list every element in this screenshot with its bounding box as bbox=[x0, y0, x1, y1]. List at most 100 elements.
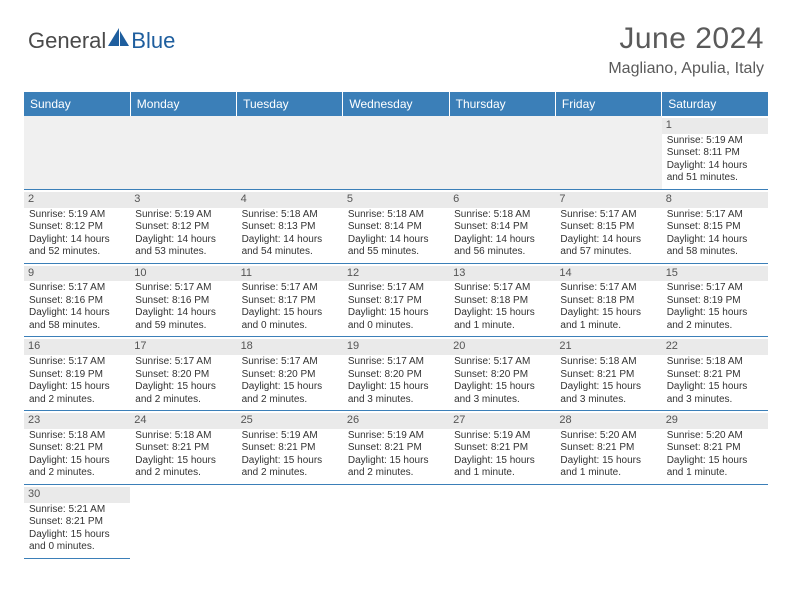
calendar-cell: 16Sunrise: 5:17 AMSunset: 8:19 PMDayligh… bbox=[24, 337, 130, 411]
day-number: 7 bbox=[555, 192, 661, 208]
day-number: 3 bbox=[130, 192, 236, 208]
daylight-line: Daylight: 15 hours and 3 minutes. bbox=[454, 381, 550, 406]
sunset-line: Sunset: 8:17 PM bbox=[242, 295, 338, 308]
sunset-line: Sunset: 8:20 PM bbox=[242, 369, 338, 382]
daylight-line: Daylight: 15 hours and 2 minutes. bbox=[242, 455, 338, 480]
day-number: 30 bbox=[24, 487, 130, 503]
daylight-line: Daylight: 15 hours and 3 minutes. bbox=[560, 381, 656, 406]
day-number: 15 bbox=[662, 266, 768, 282]
sunset-line: Sunset: 8:15 PM bbox=[667, 221, 763, 234]
sunrise-line: Sunrise: 5:17 AM bbox=[348, 356, 444, 369]
calendar-cell: 29Sunrise: 5:20 AMSunset: 8:21 PMDayligh… bbox=[662, 411, 768, 485]
sunrise-line: Sunrise: 5:21 AM bbox=[29, 504, 125, 517]
calendar-table: SundayMondayTuesdayWednesdayThursdayFrid… bbox=[24, 92, 768, 559]
calendar-body: 1Sunrise: 5:19 AMSunset: 8:11 PMDaylight… bbox=[24, 116, 768, 558]
sunrise-line: Sunrise: 5:17 AM bbox=[454, 356, 550, 369]
sunrise-line: Sunrise: 5:17 AM bbox=[348, 282, 444, 295]
calendar-cell: 11Sunrise: 5:17 AMSunset: 8:17 PMDayligh… bbox=[237, 263, 343, 337]
title-block: June 2024 Magliano, Apulia, Italy bbox=[608, 22, 764, 78]
calendar-cell: 24Sunrise: 5:18 AMSunset: 8:21 PMDayligh… bbox=[130, 411, 236, 485]
calendar-cell-blank bbox=[130, 484, 236, 558]
sunrise-line: Sunrise: 5:17 AM bbox=[135, 282, 231, 295]
sunset-line: Sunset: 8:21 PM bbox=[454, 442, 550, 455]
sunrise-line: Sunrise: 5:19 AM bbox=[135, 209, 231, 222]
calendar-cell: 17Sunrise: 5:17 AMSunset: 8:20 PMDayligh… bbox=[130, 337, 236, 411]
sunset-line: Sunset: 8:14 PM bbox=[454, 221, 550, 234]
weekday-header: Tuesday bbox=[237, 92, 343, 116]
daylight-line: Daylight: 14 hours and 52 minutes. bbox=[29, 234, 125, 259]
calendar-cell: 5Sunrise: 5:18 AMSunset: 8:14 PMDaylight… bbox=[343, 189, 449, 263]
weekday-header: Sunday bbox=[24, 92, 130, 116]
day-number: 21 bbox=[555, 339, 661, 355]
sunrise-line: Sunrise: 5:20 AM bbox=[560, 430, 656, 443]
calendar-cell: 10Sunrise: 5:17 AMSunset: 8:16 PMDayligh… bbox=[130, 263, 236, 337]
sunset-line: Sunset: 8:16 PM bbox=[135, 295, 231, 308]
day-number: 10 bbox=[130, 266, 236, 282]
sunrise-line: Sunrise: 5:17 AM bbox=[29, 282, 125, 295]
sunset-line: Sunset: 8:21 PM bbox=[560, 442, 656, 455]
sunset-line: Sunset: 8:17 PM bbox=[348, 295, 444, 308]
daylight-line: Daylight: 15 hours and 3 minutes. bbox=[348, 381, 444, 406]
sunrise-line: Sunrise: 5:17 AM bbox=[560, 282, 656, 295]
sunset-line: Sunset: 8:19 PM bbox=[29, 369, 125, 382]
daylight-line: Daylight: 14 hours and 51 minutes. bbox=[667, 160, 763, 185]
weekday-header: Wednesday bbox=[343, 92, 449, 116]
calendar-cell: 15Sunrise: 5:17 AMSunset: 8:19 PMDayligh… bbox=[662, 263, 768, 337]
day-number: 13 bbox=[449, 266, 555, 282]
sunrise-line: Sunrise: 5:19 AM bbox=[348, 430, 444, 443]
day-number: 20 bbox=[449, 339, 555, 355]
sunset-line: Sunset: 8:20 PM bbox=[135, 369, 231, 382]
sunrise-line: Sunrise: 5:17 AM bbox=[454, 282, 550, 295]
daylight-line: Daylight: 15 hours and 0 minutes. bbox=[348, 307, 444, 332]
sunrise-line: Sunrise: 5:18 AM bbox=[348, 209, 444, 222]
daylight-line: Daylight: 15 hours and 2 minutes. bbox=[29, 455, 125, 480]
sunset-line: Sunset: 8:16 PM bbox=[29, 295, 125, 308]
calendar-cell: 12Sunrise: 5:17 AMSunset: 8:17 PMDayligh… bbox=[343, 263, 449, 337]
daylight-line: Daylight: 15 hours and 2 minutes. bbox=[135, 455, 231, 480]
sunset-line: Sunset: 8:18 PM bbox=[454, 295, 550, 308]
calendar-cell-blank bbox=[555, 484, 661, 558]
calendar-row: 1Sunrise: 5:19 AMSunset: 8:11 PMDaylight… bbox=[24, 116, 768, 189]
day-number: 25 bbox=[237, 413, 343, 429]
calendar-cell-blank bbox=[237, 116, 343, 189]
sunset-line: Sunset: 8:13 PM bbox=[242, 221, 338, 234]
day-number: 8 bbox=[662, 192, 768, 208]
calendar-cell: 22Sunrise: 5:18 AMSunset: 8:21 PMDayligh… bbox=[662, 337, 768, 411]
sunrise-line: Sunrise: 5:17 AM bbox=[560, 209, 656, 222]
day-number: 12 bbox=[343, 266, 449, 282]
day-number: 1 bbox=[662, 118, 768, 134]
sunset-line: Sunset: 8:15 PM bbox=[560, 221, 656, 234]
calendar-cell: 23Sunrise: 5:18 AMSunset: 8:21 PMDayligh… bbox=[24, 411, 130, 485]
calendar-cell: 8Sunrise: 5:17 AMSunset: 8:15 PMDaylight… bbox=[662, 189, 768, 263]
daylight-line: Daylight: 14 hours and 56 minutes. bbox=[454, 234, 550, 259]
logo: General Blue bbox=[28, 22, 175, 54]
day-number: 28 bbox=[555, 413, 661, 429]
day-number: 16 bbox=[24, 339, 130, 355]
calendar-cell: 30Sunrise: 5:21 AMSunset: 8:21 PMDayligh… bbox=[24, 484, 130, 558]
day-number: 27 bbox=[449, 413, 555, 429]
sunrise-line: Sunrise: 5:17 AM bbox=[242, 356, 338, 369]
sunrise-line: Sunrise: 5:18 AM bbox=[454, 209, 550, 222]
sunset-line: Sunset: 8:20 PM bbox=[348, 369, 444, 382]
daylight-line: Daylight: 14 hours and 57 minutes. bbox=[560, 234, 656, 259]
sunset-line: Sunset: 8:12 PM bbox=[29, 221, 125, 234]
calendar-row: 30Sunrise: 5:21 AMSunset: 8:21 PMDayligh… bbox=[24, 484, 768, 558]
day-number: 23 bbox=[24, 413, 130, 429]
sunrise-line: Sunrise: 5:17 AM bbox=[242, 282, 338, 295]
day-number: 11 bbox=[237, 266, 343, 282]
sail-icon bbox=[108, 28, 130, 54]
daylight-line: Daylight: 15 hours and 1 minute. bbox=[560, 307, 656, 332]
daylight-line: Daylight: 14 hours and 54 minutes. bbox=[242, 234, 338, 259]
daylight-line: Daylight: 14 hours and 58 minutes. bbox=[667, 234, 763, 259]
daylight-line: Daylight: 15 hours and 1 minute. bbox=[454, 455, 550, 480]
calendar-cell: 27Sunrise: 5:19 AMSunset: 8:21 PMDayligh… bbox=[449, 411, 555, 485]
sunset-line: Sunset: 8:18 PM bbox=[560, 295, 656, 308]
sunrise-line: Sunrise: 5:17 AM bbox=[667, 282, 763, 295]
calendar-cell-blank bbox=[449, 484, 555, 558]
sunset-line: Sunset: 8:21 PM bbox=[29, 442, 125, 455]
calendar-row: 2Sunrise: 5:19 AMSunset: 8:12 PMDaylight… bbox=[24, 189, 768, 263]
daylight-line: Daylight: 14 hours and 53 minutes. bbox=[135, 234, 231, 259]
calendar-cell-blank bbox=[343, 116, 449, 189]
sunrise-line: Sunrise: 5:19 AM bbox=[667, 135, 763, 148]
weekday-header: Saturday bbox=[662, 92, 768, 116]
